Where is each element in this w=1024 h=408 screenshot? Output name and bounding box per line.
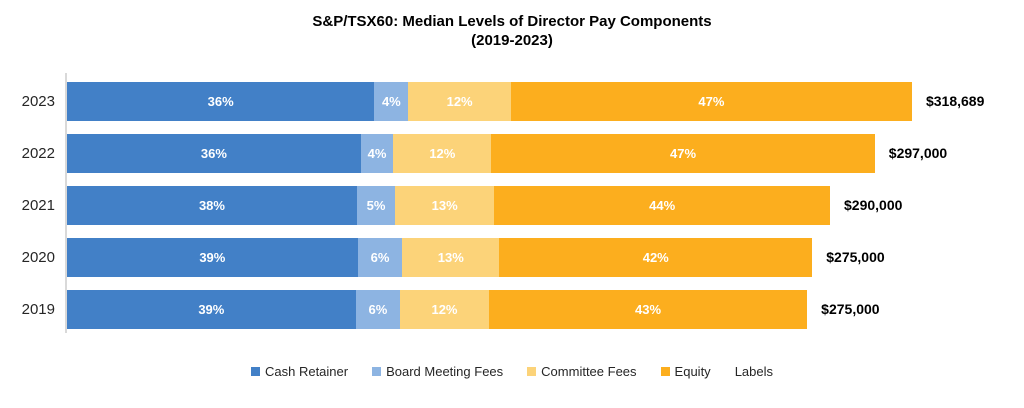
chart-title-line1: S&P/TSX60: Median Levels of Director Pay… xyxy=(312,13,712,30)
chart-title-line2: (2019-2023) xyxy=(471,32,553,49)
bar-rows: 2023 36% 4% 12% 47% $318,689 2022 36% 4% 12% 47% $2… xyxy=(0,75,1024,335)
legend-swatch-committee-fees xyxy=(527,367,537,376)
legend-swatch-cash-retainer xyxy=(250,367,260,376)
category-label: 2019 xyxy=(21,300,55,318)
legend-label: Labels xyxy=(734,364,773,379)
bar-segment-committee-fees: 12% xyxy=(393,133,492,173)
total-label: $297,000 xyxy=(888,145,948,161)
bar-segment-board-meeting-fees: 5% xyxy=(356,185,396,225)
bar-segment-board-meeting-fees: 4% xyxy=(360,133,394,173)
bar-segment-committee-fees: 12% xyxy=(400,289,489,329)
bar-segment-committee-fees: 13% xyxy=(395,185,495,225)
total-label: $275,000 xyxy=(821,301,880,317)
category-label: 2023 xyxy=(21,92,55,110)
legend-label: Equity xyxy=(674,364,711,379)
bar-segment-board-meeting-fees: 6% xyxy=(357,237,403,277)
stacked-bar: 39% 6% 12% 43% xyxy=(67,289,808,329)
chart-row-2021: 2021 38% 5% 13% 44% $290,000 xyxy=(0,179,1024,231)
legend-item-equity: Equity xyxy=(660,364,711,379)
bar-segment-equity: 47% xyxy=(510,81,912,121)
bar-segment-cash-retainer: 36% xyxy=(67,81,375,121)
legend-label: Committee Fees xyxy=(541,364,637,379)
bar-segment-cash-retainer: 38% xyxy=(67,185,357,225)
legend-label: Cash Retainer xyxy=(264,364,349,379)
bar-segment-equity: 42% xyxy=(499,237,813,277)
legend-item-cash-retainer: Cash Retainer xyxy=(250,364,349,379)
chart-title: S&P/TSX60: Median Levels of Director Pay… xyxy=(0,0,1024,50)
chart-row-2019: 2019 39% 6% 12% 43% $275,000 xyxy=(0,283,1024,335)
stacked-bar: 36% 4% 12% 47% xyxy=(67,81,912,121)
y-axis-line xyxy=(65,73,67,333)
bar-segment-cash-retainer: 39% xyxy=(67,237,358,277)
total-label: $318,689 xyxy=(925,93,985,109)
legend-swatch-board-meeting-fees xyxy=(372,367,382,376)
bar-segment-equity: 43% xyxy=(488,289,808,329)
chart-row-2022: 2022 36% 4% 12% 47% $297,000 xyxy=(0,127,1024,179)
legend-swatch-equity xyxy=(660,367,670,376)
bar-segment-cash-retainer: 36% xyxy=(67,133,361,173)
bar-segment-equity: 47% xyxy=(491,133,875,173)
chart-row-2023: 2023 36% 4% 12% 47% $318,689 xyxy=(0,75,1024,127)
legend-item-labels: Labels xyxy=(735,364,773,379)
legend-item-board-meeting-fees: Board Meeting Fees xyxy=(372,364,503,379)
category-label: 2021 xyxy=(21,196,55,214)
bar-segment-board-meeting-fees: 4% xyxy=(374,81,409,121)
chart-row-2020: 2020 39% 6% 13% 42% $275,000 xyxy=(0,231,1024,283)
stacked-bar: 36% 4% 12% 47% xyxy=(67,133,875,173)
stacked-bar: 39% 6% 13% 42% xyxy=(67,237,813,277)
bar-segment-equity: 44% xyxy=(494,185,831,225)
category-label: 2022 xyxy=(21,144,55,162)
bar-segment-committee-fees: 12% xyxy=(408,81,511,121)
plot-area: 2023 36% 4% 12% 47% $318,689 2022 36% 4% 12% 47% $2… xyxy=(0,73,1024,335)
total-label: $275,000 xyxy=(826,249,885,265)
bar-segment-board-meeting-fees: 6% xyxy=(355,289,401,329)
legend-label: Board Meeting Fees xyxy=(386,364,504,379)
bar-segment-committee-fees: 13% xyxy=(402,237,500,277)
total-label: $290,000 xyxy=(844,197,903,213)
bar-segment-cash-retainer: 39% xyxy=(67,289,356,329)
stacked-bar: 38% 5% 13% 44% xyxy=(67,185,831,225)
legend: Cash Retainer Board Meeting Fees Committee… xyxy=(0,364,1024,379)
category-label: 2020 xyxy=(21,248,55,266)
legend-item-committee-fees: Committee Fees xyxy=(527,364,637,379)
